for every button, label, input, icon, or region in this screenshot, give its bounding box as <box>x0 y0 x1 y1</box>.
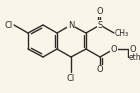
Text: O: O <box>97 8 103 16</box>
Text: Cl: Cl <box>5 20 13 29</box>
Text: O: O <box>129 44 136 53</box>
Text: O: O <box>97 65 103 74</box>
Text: CH₃: CH₃ <box>115 28 129 37</box>
Text: ethyl: ethyl <box>129 53 140 61</box>
Text: O: O <box>111 44 117 53</box>
Text: S: S <box>97 20 103 29</box>
Text: N: N <box>68 20 74 29</box>
Text: Cl: Cl <box>67 74 75 83</box>
